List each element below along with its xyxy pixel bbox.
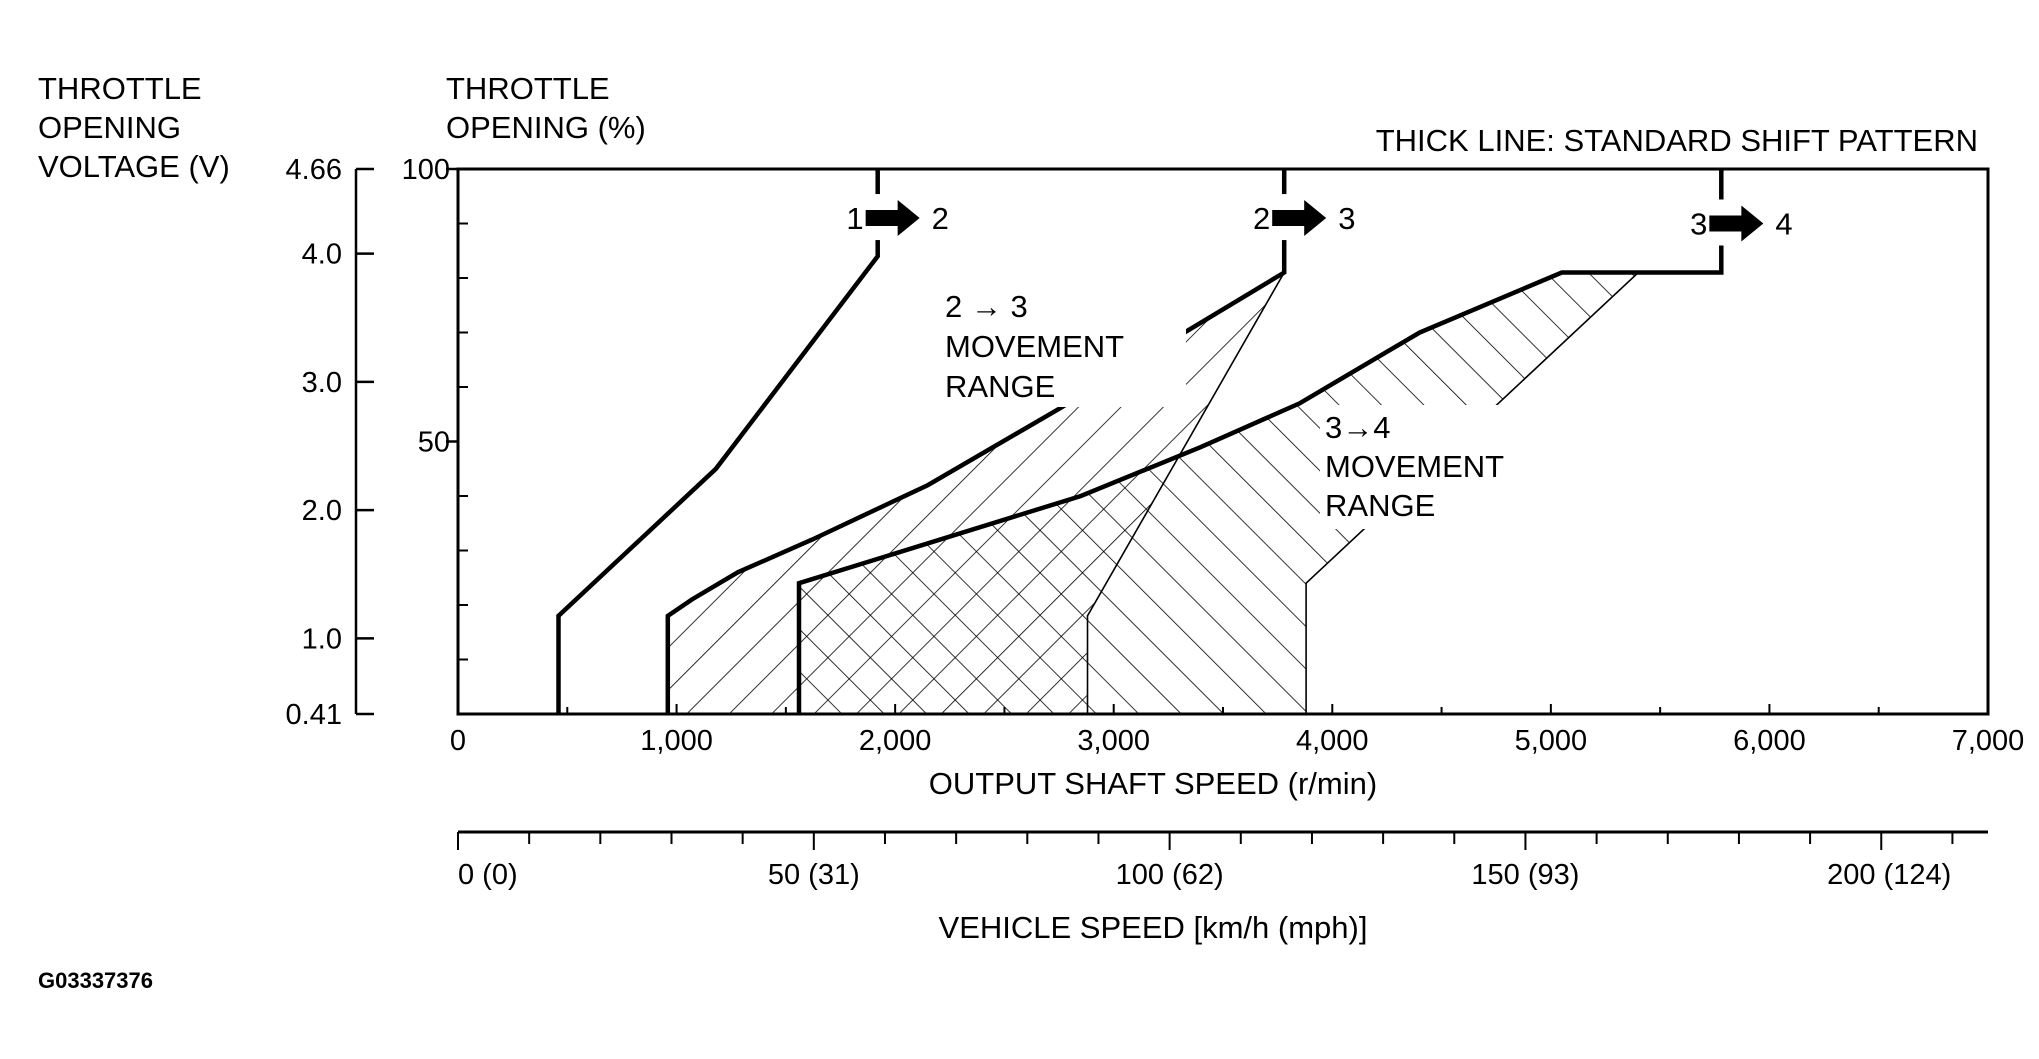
shift-to-label-3: 4	[1775, 207, 1792, 242]
movement-ranges	[667, 271, 1722, 714]
voltage-axis-title-line-3: VOLTAGE (V)	[38, 149, 230, 184]
range-2-3-label-line-3: RANGE	[945, 369, 1055, 404]
vehicle-speed-axis: 0 (0) 50 (31) 100 (62) 150 (93) 200 (124)	[457, 830, 1988, 891]
speed-tick-label-200-124: 200 (124)	[1827, 859, 1951, 891]
shift-to-label-2: 3	[1338, 201, 1355, 236]
throttle-opening-axis: 50 100	[402, 154, 468, 661]
opening-axis-title-line-1: THROTTLE	[446, 71, 610, 106]
x-tick-label-4-000: 4,000	[1296, 725, 1369, 757]
x-tick-label-2-000: 2,000	[859, 725, 932, 757]
range-2-3-label-bg	[940, 282, 1186, 407]
x-tick-label-5-000: 5,000	[1515, 725, 1588, 757]
voltage-axis-title-line-1: THROTTLE	[38, 71, 202, 106]
x-tick-label-6-000: 6,000	[1733, 725, 1806, 757]
speed-tick-label-50-31: 50 (31)	[768, 859, 860, 891]
voltage-axis-title-line-2: OPENING	[38, 110, 181, 145]
opening-axis-title-line-2: OPENING (%)	[446, 110, 646, 145]
x-tick-label-0: 0	[450, 725, 466, 757]
voltage-tick-label-4.66: 4.66	[286, 154, 342, 186]
speed-tick-label-0-0: 0 (0)	[458, 859, 518, 891]
y-tick-label-100: 100	[402, 154, 450, 186]
output-shaft-speed-axis: 0 1,000 2,000 3,000 4,000 5,000 6,000 7,000	[450, 704, 2024, 757]
shift-from-label-1: 1	[846, 201, 863, 236]
x-axis-title: OUTPUT SHAFT SPEED (r/min)	[929, 766, 1377, 801]
range-2-3-label: 2 → 3 MOVEMENT RANGE	[945, 289, 1132, 404]
opening-axis-title: THROTTLE OPENING (%)	[446, 71, 646, 145]
throttle-voltage-axis: 0.41 1.0 2.0 3.0 4.0 4.66	[286, 154, 374, 731]
voltage-tick-label-0.41: 0.41	[286, 699, 342, 731]
speed-axis-title: VEHICLE SPEED [km/h (mph)]	[939, 910, 1368, 945]
range-3-4-label-line-2: MOVEMENT	[1325, 449, 1504, 484]
voltage-tick-label-1.0: 1.0	[302, 623, 342, 655]
range-2-3-label-line-1: 2 → 3	[945, 289, 1028, 324]
shift-arrow-icon-2	[1272, 200, 1327, 237]
shift-arrow-icon-3	[1709, 205, 1764, 242]
x-tick-label-7-000: 7,000	[1952, 725, 2025, 757]
shift-annotations: 1 2 2 3 3 4	[829, 194, 1796, 246]
voltage-tick-label-4.0: 4.0	[302, 239, 342, 271]
shift-from-label-2: 2	[1253, 201, 1270, 236]
shift-line-3	[796, 169, 1724, 714]
voltage-tick-label-2.0: 2.0	[302, 495, 342, 527]
figure-id: G03337376	[38, 968, 153, 993]
x-tick-label-3-000: 3,000	[1077, 725, 1150, 757]
range-3-4-label-line-3: RANGE	[1325, 488, 1435, 523]
speed-tick-label-150-93: 150 (93)	[1471, 859, 1579, 891]
speed-tick-label-100-62: 100 (62)	[1116, 859, 1224, 891]
shift-arrow-icon-1	[865, 200, 920, 237]
range-2-3-label-line-2: MOVEMENT	[945, 329, 1124, 364]
movement-range-3-4-movement-range	[799, 272, 1722, 714]
range-3-4-label-line-1: 3→4	[1325, 410, 1390, 445]
legend-note: THICK LINE: STANDARD SHIFT PATTERN	[1376, 123, 1978, 158]
x-tick-label-1-000: 1,000	[640, 725, 713, 757]
shift-from-label-3: 3	[1690, 207, 1707, 242]
shift-to-label-1: 2	[932, 201, 949, 236]
range-3-4-label: 3→4 MOVEMENT RANGE	[1325, 410, 1512, 523]
range-3-4-label-bg	[1320, 405, 1548, 529]
y-tick-label-50: 50	[418, 427, 450, 459]
voltage-axis-title: THROTTLE OPENING VOLTAGE (V)	[38, 71, 230, 184]
voltage-tick-label-3.0: 3.0	[302, 367, 342, 399]
shift-line-2	[665, 169, 1287, 714]
